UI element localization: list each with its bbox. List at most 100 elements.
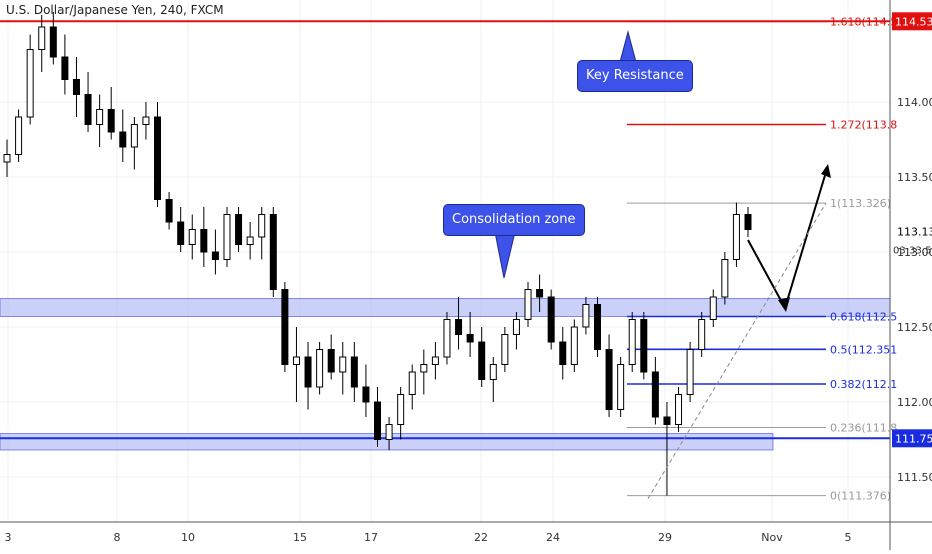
candle-body bbox=[420, 364, 428, 373]
resistance-zone bbox=[0, 298, 891, 317]
x-tick-label-5: 22 bbox=[474, 531, 488, 544]
candle-body bbox=[582, 304, 590, 328]
chart-title: U.S. Dollar/Japanese Yen, 240, FXCM bbox=[6, 3, 224, 17]
candle-body bbox=[524, 289, 532, 320]
candle-body bbox=[119, 131, 127, 148]
fib-label-0: 1.618(114.5 bbox=[830, 15, 897, 28]
candle-body bbox=[223, 214, 231, 260]
fib-label-2: 1(113.326) bbox=[830, 197, 891, 210]
fib-label-1: 1.272(113.8 bbox=[830, 119, 897, 132]
price-label-bg-2 bbox=[892, 429, 932, 448]
candle-body bbox=[327, 349, 335, 373]
candle-body bbox=[281, 289, 289, 365]
candle-body bbox=[177, 221, 185, 245]
projection-arrowhead bbox=[821, 164, 831, 178]
candle-body bbox=[466, 334, 474, 343]
fib-label-5: 0.382(112.1 bbox=[830, 378, 897, 391]
candle-body bbox=[431, 356, 439, 365]
x-tick-label-9: 5 bbox=[845, 531, 852, 544]
candle-body bbox=[316, 349, 324, 388]
candle-body bbox=[154, 116, 162, 200]
candle-body bbox=[269, 214, 277, 290]
candle-body bbox=[721, 259, 729, 298]
x-tick-label-7: 29 bbox=[658, 531, 672, 544]
y-tick-label-1: 112.000 bbox=[897, 396, 932, 409]
candle-body bbox=[107, 109, 115, 133]
x-tick-label-4: 17 bbox=[364, 531, 378, 544]
candle-body bbox=[211, 251, 219, 260]
candle-body bbox=[72, 79, 80, 95]
candle-body bbox=[200, 229, 208, 253]
key-resistance-callout: Key Resistance bbox=[577, 60, 693, 92]
candle-body bbox=[408, 371, 416, 395]
candle-body bbox=[61, 56, 69, 80]
candle-body bbox=[385, 424, 393, 440]
price-label-0: 114.538 bbox=[895, 15, 932, 28]
x-tick-label-6: 24 bbox=[546, 531, 560, 544]
fibonacci-levels: 1.618(114.5 1.272(113.8 1(113.326) 0.618(11… bbox=[627, 15, 897, 503]
x-tick-label-0: 3 bbox=[5, 531, 12, 544]
candle-body bbox=[235, 214, 243, 245]
candle-body bbox=[130, 124, 138, 148]
candle-body bbox=[38, 26, 46, 50]
x-tick-label-8: Nov bbox=[761, 531, 783, 544]
x-tick-label-1: 8 bbox=[114, 531, 121, 544]
price-label-bg-0 bbox=[892, 12, 932, 31]
candle-body bbox=[605, 349, 613, 410]
consolidation-callout: Consolidation zone bbox=[443, 204, 585, 236]
candle-body bbox=[84, 94, 92, 125]
x-tick-label-3: 15 bbox=[293, 531, 307, 544]
consolidation-pointer bbox=[494, 231, 516, 279]
candle-body bbox=[339, 356, 347, 373]
candle-body bbox=[15, 116, 23, 155]
candle-body bbox=[501, 334, 509, 365]
candle-body bbox=[663, 416, 671, 425]
candle-body bbox=[258, 214, 266, 238]
candle-body bbox=[732, 214, 740, 260]
price-label-2: 111.758 bbox=[895, 432, 932, 445]
candle-body bbox=[188, 229, 196, 245]
fib-label-7: 0(111.376) bbox=[830, 490, 891, 503]
projection-arrow bbox=[747, 171, 827, 311]
candle-body bbox=[304, 356, 312, 388]
candles bbox=[3, 12, 752, 496]
y-tick-label-4: 113.500 bbox=[897, 171, 932, 184]
candle-body bbox=[292, 356, 300, 365]
x-tick-label-2: 10 bbox=[181, 531, 195, 544]
candle-body bbox=[675, 394, 683, 425]
candle-body bbox=[165, 199, 173, 223]
fib-label-6: 0.236(111.8 bbox=[830, 422, 897, 435]
candle-body bbox=[744, 214, 752, 230]
candle-body bbox=[350, 356, 358, 388]
y-tick-label-0: 111.500 bbox=[897, 471, 932, 484]
fib-label-4: 0.5(112.351 bbox=[830, 343, 897, 356]
candle-body bbox=[698, 319, 706, 350]
candle-body bbox=[489, 364, 497, 380]
candle-body bbox=[686, 349, 694, 395]
fib-label-3: 0.618(112.5 bbox=[830, 311, 897, 324]
candle-body bbox=[628, 319, 636, 365]
trendline bbox=[647, 202, 827, 499]
candle-body bbox=[651, 371, 659, 418]
candle-body bbox=[397, 394, 405, 425]
candle-body bbox=[49, 26, 57, 58]
candle-body bbox=[709, 296, 717, 320]
candle-body bbox=[96, 109, 104, 125]
candle-body bbox=[512, 319, 520, 335]
candle-body bbox=[547, 296, 555, 343]
y-tick-label-3: 113.000 bbox=[897, 246, 932, 259]
candle-body bbox=[374, 401, 381, 440]
candle-body bbox=[3, 154, 11, 163]
candle-body bbox=[640, 319, 648, 373]
key-resistance-pointer bbox=[619, 30, 637, 63]
price-label-1: 113.136 bbox=[897, 226, 932, 239]
candle-body bbox=[142, 116, 150, 125]
y-tick-label-5: 114.000 bbox=[897, 96, 932, 109]
countdown-label: 03:33:50 bbox=[893, 246, 932, 257]
candle-body bbox=[593, 304, 601, 350]
annotations bbox=[494, 30, 831, 499]
candle-body bbox=[617, 364, 625, 410]
projection-dip-arrowhead bbox=[778, 297, 790, 312]
